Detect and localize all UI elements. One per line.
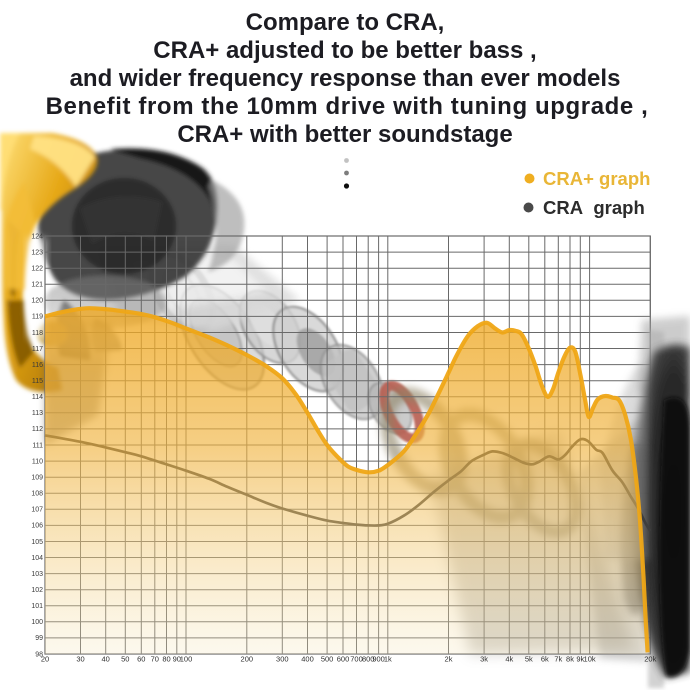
svg-text:CRA+ graph: CRA+ graph <box>543 168 650 189</box>
svg-text:106: 106 <box>31 523 43 530</box>
svg-text:90: 90 <box>173 655 181 664</box>
svg-text:3k: 3k <box>480 655 488 664</box>
svg-text:CRA+ with better soundstage: CRA+ with better soundstage <box>177 121 512 148</box>
svg-text:and wider frequency response t: and wider frequency response than ever m… <box>70 65 621 92</box>
svg-text:103: 103 <box>31 571 43 578</box>
svg-text:40: 40 <box>102 655 110 664</box>
svg-text:CRA graph: CRA graph <box>543 197 645 218</box>
svg-text:70: 70 <box>151 655 159 664</box>
svg-text:60: 60 <box>137 655 145 664</box>
svg-text:112: 112 <box>32 426 43 433</box>
svg-text:99: 99 <box>35 635 43 642</box>
svg-text:5k: 5k <box>525 655 533 664</box>
svg-text:20k: 20k <box>644 655 656 664</box>
svg-text:1k: 1k <box>384 655 392 664</box>
svg-text:122: 122 <box>31 266 43 273</box>
svg-text:111: 111 <box>32 442 43 449</box>
svg-text:200: 200 <box>241 655 254 664</box>
svg-text:80: 80 <box>162 655 170 664</box>
svg-text:110: 110 <box>32 458 43 465</box>
svg-text:8k: 8k <box>566 655 574 664</box>
svg-text:20: 20 <box>41 655 49 664</box>
svg-text:4k: 4k <box>505 655 513 664</box>
svg-text:6k: 6k <box>541 655 549 664</box>
svg-text:98: 98 <box>35 651 43 658</box>
svg-text:105: 105 <box>31 539 43 546</box>
svg-text:113: 113 <box>32 410 43 417</box>
svg-text:109: 109 <box>31 475 43 482</box>
svg-text:Compare to CRA,: Compare to CRA, <box>246 9 445 36</box>
svg-text:124: 124 <box>31 233 43 240</box>
svg-text:108: 108 <box>31 491 43 498</box>
svg-text:123: 123 <box>31 249 43 256</box>
svg-text:118: 118 <box>32 330 43 337</box>
svg-text:500: 500 <box>321 655 334 664</box>
svg-text:100: 100 <box>31 619 43 626</box>
svg-text:2k: 2k <box>445 655 453 664</box>
svg-text:119: 119 <box>32 314 43 321</box>
svg-text:600: 600 <box>337 655 350 664</box>
svg-text:Benefit from the 10mm drive wi: Benefit from the 10mm drive with tuning … <box>46 93 649 120</box>
svg-text:300: 300 <box>276 655 289 664</box>
svg-text:102: 102 <box>31 587 43 594</box>
svg-text:900: 900 <box>372 655 385 664</box>
svg-text:30: 30 <box>76 655 84 664</box>
svg-text:10k: 10k <box>584 655 596 664</box>
svg-text:120: 120 <box>31 298 43 305</box>
svg-text:CRA+ adjusted to be better bas: CRA+ adjusted to be better bass , <box>153 37 536 64</box>
svg-text:7k: 7k <box>554 655 562 664</box>
svg-text:9k: 9k <box>576 655 584 664</box>
svg-text:400: 400 <box>301 655 314 664</box>
svg-text:117: 117 <box>32 346 43 353</box>
svg-text:116: 116 <box>32 362 43 369</box>
svg-text:121: 121 <box>31 282 43 289</box>
svg-text:101: 101 <box>31 603 43 610</box>
svg-text:115: 115 <box>32 378 43 385</box>
svg-text:700: 700 <box>350 655 363 664</box>
svg-text:50: 50 <box>121 655 129 664</box>
svg-text:800: 800 <box>362 655 375 664</box>
svg-text:100: 100 <box>180 655 193 664</box>
svg-text:114: 114 <box>32 394 43 401</box>
svg-text:107: 107 <box>31 507 43 514</box>
svg-text:104: 104 <box>31 555 43 562</box>
